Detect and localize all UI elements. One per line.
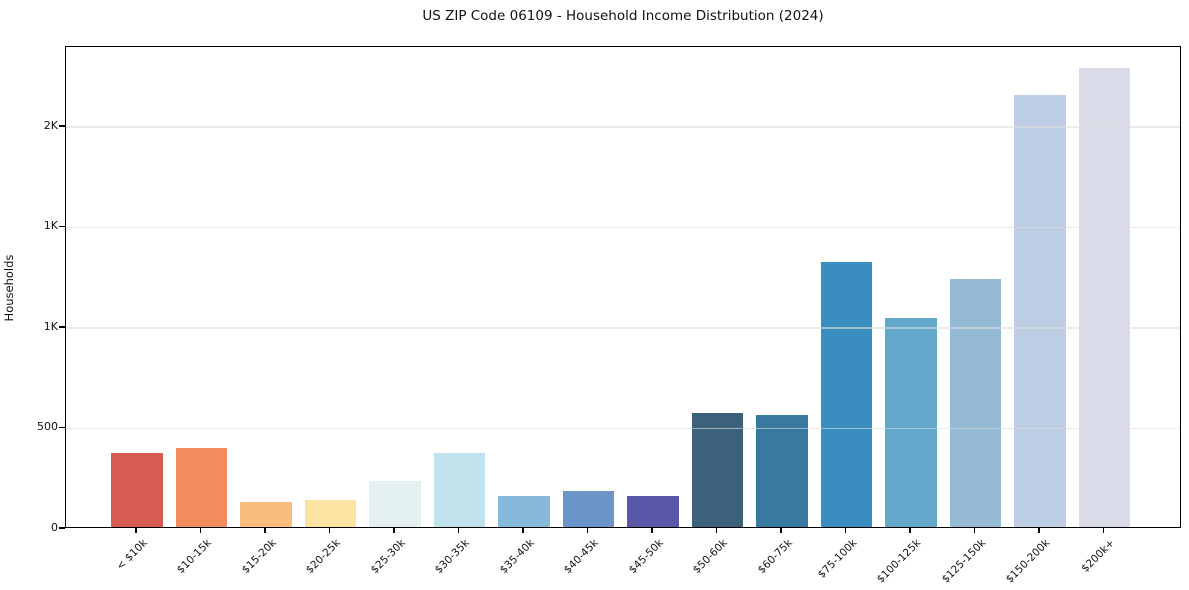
x-tick-mark — [457, 528, 460, 533]
x-tick-mark — [715, 528, 718, 533]
bar-$40-45k — [562, 491, 615, 527]
gridline — [66, 226, 1180, 229]
y-tick-mark — [59, 527, 65, 529]
bar-$75-100k — [820, 261, 873, 527]
x-tick-mark — [135, 528, 137, 533]
bar-$45-50k — [627, 496, 679, 527]
bar-$60-75k — [756, 415, 808, 527]
y-tick-mark — [59, 225, 65, 228]
bar-$50-60k — [691, 413, 744, 527]
bar-$125-150k — [949, 278, 1002, 527]
y-tick-mark — [59, 326, 65, 328]
x-tick-mark — [780, 528, 782, 533]
y-axis-title: Households — [2, 254, 16, 322]
gridline — [66, 427, 1180, 430]
bar-$10-15k — [175, 447, 228, 527]
x-tick-mark — [909, 528, 911, 533]
bar-$15-20k — [240, 502, 292, 527]
x-tick-mark — [199, 528, 202, 533]
bar-< $10k — [111, 452, 163, 527]
bar-$100-125k — [885, 317, 937, 527]
bar-$20-25k — [304, 500, 357, 527]
x-tick-mark — [522, 528, 524, 533]
chart-title: US ZIP Code 06109 - Household Income Dis… — [422, 8, 824, 24]
x-tick-mark — [651, 528, 653, 533]
x-tick-mark — [586, 528, 589, 533]
x-tick-mark — [844, 528, 847, 533]
x-tick-mark — [393, 528, 395, 533]
plot-area — [65, 46, 1181, 528]
x-tick-mark — [328, 528, 331, 533]
gridline — [66, 327, 1180, 329]
bar-$200k+ — [1078, 67, 1131, 527]
y-tick-label: 1K — [43, 319, 58, 333]
y-tick-mark — [59, 426, 65, 429]
bar-$30-35k — [433, 453, 486, 527]
gridline — [66, 126, 1180, 128]
y-tick-label: 2K — [43, 118, 58, 132]
bar-$150-200k — [1014, 94, 1066, 527]
y-tick-label: 500 — [37, 420, 58, 434]
bar-$25-30k — [369, 480, 421, 527]
y-tick-label: 0 — [51, 521, 58, 534]
y-tick-label: 1K — [43, 219, 58, 233]
y-tick-mark — [59, 125, 65, 127]
x-tick-mark — [264, 528, 266, 533]
bar-$35-40k — [498, 496, 550, 527]
x-tick-mark — [1102, 528, 1105, 533]
x-tick-mark — [973, 528, 976, 533]
x-tick-mark — [1038, 528, 1040, 533]
